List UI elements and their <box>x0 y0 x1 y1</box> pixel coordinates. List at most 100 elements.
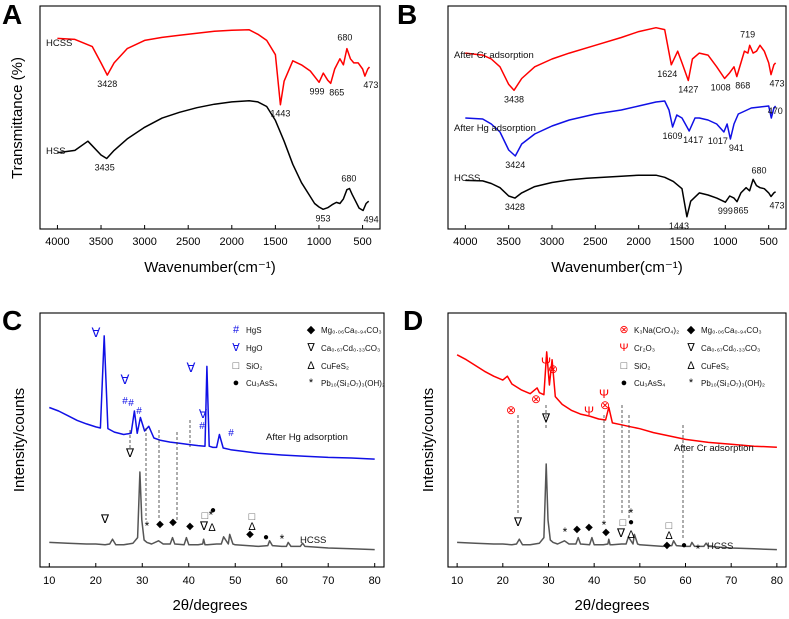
phase-marker-17: ◆ <box>663 540 671 551</box>
x-tick-label-50: 50 <box>229 575 241 587</box>
phase-marker-12: * <box>629 506 634 520</box>
phase-marker-22: Δ <box>627 529 635 541</box>
legend-label-mg-ca-co: Mg₀.₀₆Ca₀.₉₄CO₃ <box>701 326 762 335</box>
x-tick-label-30: 30 <box>542 575 554 587</box>
x-tick-label-20: 20 <box>90 575 102 587</box>
legend-symbol-sio: □ <box>621 360 628 372</box>
x-tick-label-2500: 2500 <box>176 236 200 248</box>
peak-label-after-hg-adsorption-1017: 1017 <box>708 136 728 146</box>
peak-label-after-cr-adsorption-719: 719 <box>740 29 755 39</box>
phase-marker-1: ⊗ <box>531 392 541 406</box>
phase-marker-11: ∇ <box>199 519 209 533</box>
x-tick-label-3000: 3000 <box>540 236 564 248</box>
legend-label-cufes: CuFeS₂ <box>321 362 349 371</box>
legend-label-pb-si-o-oh: Pb₁₀(Si₂O₇)₃(OH)₂ <box>701 379 765 388</box>
panel-b-letter: B <box>397 0 417 30</box>
legend-symbol-cu-ass: ● <box>233 377 240 389</box>
series-label-hcss: HCSS <box>454 173 480 184</box>
legend-label-ca-cd-co: Ca₀.₆₇Cd₀.₃₃CO₃ <box>701 344 760 353</box>
series-label-hcss: HCSS <box>46 38 72 49</box>
panel-a: A Transmittance (%) Wavenumber(cm⁻¹) 400… <box>2 0 381 276</box>
series-hcss-line <box>465 174 777 218</box>
legend-label-mg-ca-co: Mg₀.₀₆Ca₀.₉₄CO₃ <box>321 326 382 335</box>
x-tick-label-60: 60 <box>276 575 288 587</box>
peak-label-hss-3435: 3435 <box>95 163 115 173</box>
x-tick-label-10: 10 <box>43 575 55 587</box>
phase-marker-16: ◆ <box>169 517 177 528</box>
peak-label-hcss-473: 473 <box>769 201 784 211</box>
phase-marker-15: ◆ <box>156 519 164 530</box>
peak-label-hcss-999: 999 <box>718 206 733 216</box>
phase-marker-23: Δ <box>208 522 216 534</box>
phase-marker-23: Δ <box>665 530 673 542</box>
panel-d-xlabel: 2θ/degrees <box>574 597 649 614</box>
peak-label-hcss-999: 999 <box>310 86 325 96</box>
legend-label-cr-o: Cr₂O₃ <box>634 344 655 353</box>
phase-marker-20: ● <box>628 517 634 528</box>
legend-symbol-pb-si-o-oh: * <box>689 377 694 389</box>
series-label-after-hg-adsorption: After Hg adsorption <box>454 123 536 134</box>
phase-marker-9: ∇ <box>125 446 135 460</box>
peak-label-after-cr-adsorption-1008: 1008 <box>711 83 731 93</box>
panel-a-ylabel: Transmittance (%) <box>9 57 26 179</box>
series-label-hcss: HCSS <box>300 535 326 546</box>
x-tick-label-1500: 1500 <box>670 236 694 248</box>
series-hcss-line <box>57 29 371 106</box>
legend-symbol-hgo: ∀ <box>232 342 240 354</box>
panel-c-letter: C <box>2 305 22 336</box>
x-tick-label-40: 40 <box>183 575 195 587</box>
peak-label-hss-494: 494 <box>364 214 379 224</box>
phase-marker-21: ● <box>681 540 687 551</box>
phase-marker-10: ∇ <box>100 512 110 526</box>
phase-marker-14: ◆ <box>573 524 581 535</box>
series-after-hg-adsorption-line <box>465 100 777 157</box>
phase-marker-3: ∀ <box>199 407 208 421</box>
phase-marker-7: # <box>199 421 205 432</box>
series-after-cr-adsorption-line <box>465 26 777 92</box>
phase-marker-6: Ψ <box>599 387 609 401</box>
x-tick-label-1000: 1000 <box>713 236 737 248</box>
x-tick-label-2000: 2000 <box>220 236 244 248</box>
panel-c-xlabel: 2θ/degrees <box>172 597 247 614</box>
x-tick-label-1500: 1500 <box>263 236 287 248</box>
phase-marker-22: ● <box>263 532 269 543</box>
x-tick-label-40: 40 <box>588 575 600 587</box>
legend-label-sio: SiO₂ <box>634 362 650 371</box>
x-tick-label-1000: 1000 <box>307 236 331 248</box>
x-tick-label-30: 30 <box>136 575 148 587</box>
phase-marker-18: □ <box>620 517 627 529</box>
series-label-after-cr-adsorption: After Cr adsorption <box>674 443 754 454</box>
phase-marker-1: ∀ <box>121 372 130 387</box>
panel-a-plot: 4000 3500 3000 2500 2000 1500 1000 500 HCSS 3428 1… <box>45 29 379 248</box>
phase-marker-13: * <box>209 508 214 522</box>
phase-marker-10: * <box>563 525 568 539</box>
x-tick-label-70: 70 <box>725 575 737 587</box>
phase-marker-16: ◆ <box>602 527 610 538</box>
phase-marker-19: □ <box>202 510 209 522</box>
panel-c-plot: 10 20 30 40 50 60 70 80 After Hg adsorption HCSS #… <box>43 324 385 587</box>
panel-b-xlabel: Wavenumber(cm⁻¹) <box>551 259 683 276</box>
phase-marker-9: ∇ <box>616 526 626 540</box>
legend-label-pb-si-o-oh: Pb₁₀(Si₂O₇)₃(OH)₂ <box>321 379 385 388</box>
legend-label-hgs: HgS <box>246 326 262 335</box>
peak-label-after-cr-adsorption-3438: 3438 <box>504 94 524 104</box>
series-label-after-cr-adsorption: After Cr adsorption <box>454 50 534 61</box>
peak-label-after-hg-adsorption-1417: 1417 <box>683 135 703 145</box>
panel-b: B Wavenumber(cm⁻¹) 4000 3500 3000 2500 2000 1… <box>397 0 787 276</box>
legend-label-cufes: CuFeS₂ <box>701 362 729 371</box>
x-tick-label-10: 10 <box>451 575 463 587</box>
legend-label-cu-ass: Cu₃AsS₄ <box>634 379 665 388</box>
x-tick-label-3500: 3500 <box>496 236 520 248</box>
panel-c-ylabel: Intensity/counts <box>11 388 28 492</box>
phase-marker-4: Ψ <box>541 355 551 369</box>
legend-symbol-sio: □ <box>233 360 240 372</box>
series-after-cr-adsorption-line <box>456 351 777 448</box>
panel-a-frame <box>39 5 381 230</box>
phase-marker-18: ◆ <box>246 529 254 540</box>
panel-c-frame <box>39 312 385 568</box>
legend-label-cu-ass: Cu₃AsS₄ <box>246 379 277 388</box>
series-label-hcss: HCSS <box>707 541 733 552</box>
x-tick-label-4000: 4000 <box>45 236 69 248</box>
x-tick-label-4000: 4000 <box>453 236 477 248</box>
phase-marker-2: ∀ <box>187 360 196 375</box>
